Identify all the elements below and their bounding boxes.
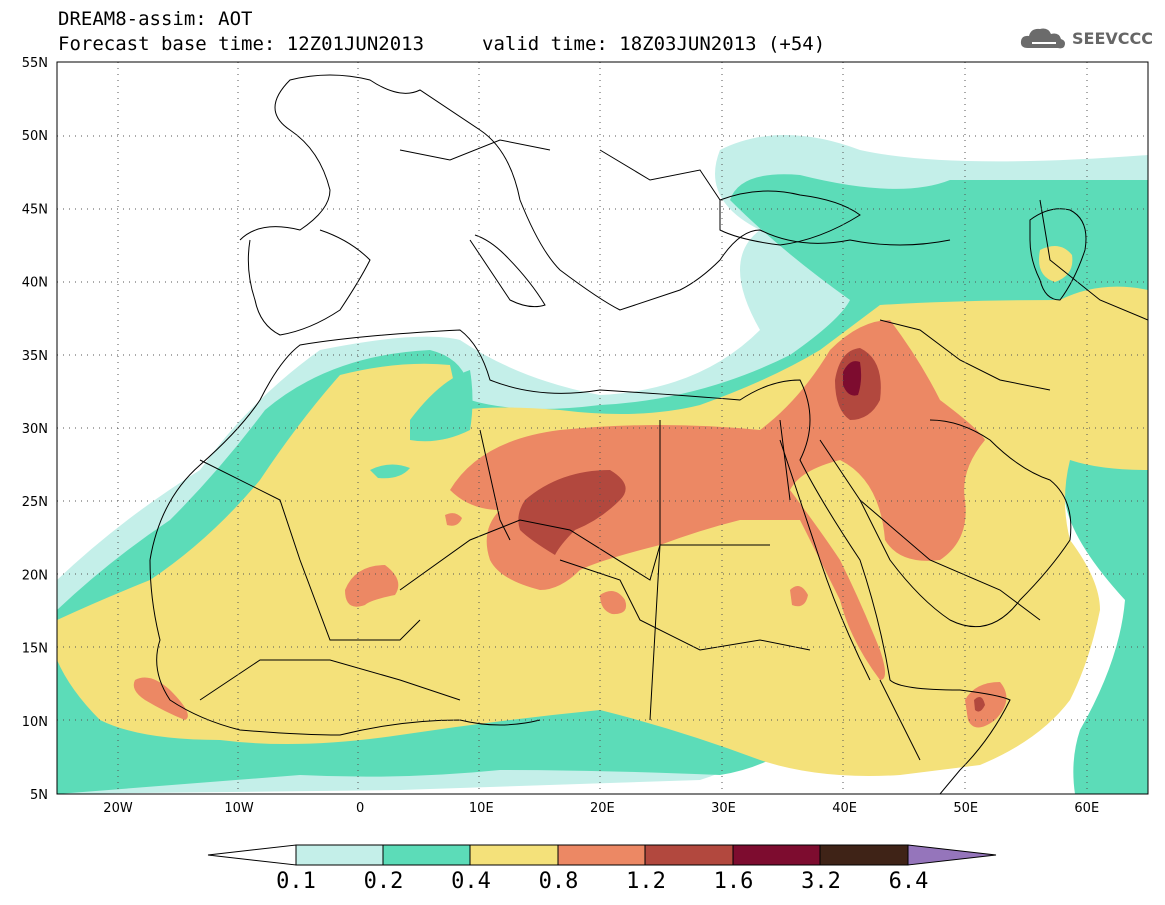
colorbar-segment xyxy=(557,844,646,866)
caspian xyxy=(1029,208,1087,301)
arabia-coast xyxy=(819,419,1072,628)
iberia-coast xyxy=(247,229,371,336)
forecast-base-time: Forecast base time: 12Z01JUN2013 xyxy=(58,33,425,55)
border-5 xyxy=(779,419,791,501)
lon-label: 20E xyxy=(590,801,615,816)
aot-patch-0.2-sahara xyxy=(370,464,410,479)
colorbar xyxy=(207,844,997,866)
lon-label: 50E xyxy=(953,801,978,816)
map-frame xyxy=(56,61,1149,795)
colorbar-label: 0.4 xyxy=(451,869,491,894)
lon-label: 20W xyxy=(103,801,133,816)
aot-patch-0.8-westafrica xyxy=(133,677,188,720)
border-3 xyxy=(479,429,511,541)
italy-coast xyxy=(469,234,546,308)
coastlines xyxy=(149,74,1148,794)
longitude-labels: 20W 10W 0 10E 20E 30E 40E 50E 60E xyxy=(103,801,1099,816)
valid-time: valid time: 18Z03JUN2013 (+54) xyxy=(482,33,826,55)
redsea-coast xyxy=(779,439,871,681)
lat-label: 40N xyxy=(22,276,48,291)
lat-label: 50N xyxy=(22,129,48,144)
colorbar-label: 6.4 xyxy=(888,869,929,894)
colorbar-label: 0.1 xyxy=(276,869,316,894)
colorbar-segment xyxy=(382,844,471,866)
colorbar-under-triangle xyxy=(207,844,297,866)
colorbar-segment xyxy=(819,844,909,866)
lon-label: 30E xyxy=(711,801,736,816)
border-9 xyxy=(199,659,461,701)
aot-patch-0.8-algeria xyxy=(445,513,462,526)
border-4 xyxy=(649,420,661,721)
colorbar-segment xyxy=(295,844,384,866)
europe-coast xyxy=(239,74,951,311)
border-12 xyxy=(599,149,721,201)
aot-patch-0.8-somalia xyxy=(965,682,1007,728)
colorbar-label: 0.2 xyxy=(363,869,404,894)
blacksea xyxy=(719,190,861,246)
lat-label: 15N xyxy=(22,642,48,657)
aot-patch-1.2-yemen xyxy=(974,696,985,712)
latitude-labels: 55N 50N 45N 40N 35N 30N 25N 20N 15N 10N 5N xyxy=(22,56,48,803)
lat-label: 25N xyxy=(22,495,48,510)
border-10 xyxy=(879,679,921,761)
border-6 xyxy=(879,319,1051,391)
colorbar-segment xyxy=(732,844,821,866)
colorbar-label: 3.2 xyxy=(801,869,841,894)
aot-patch-0.2-algeria xyxy=(410,370,473,442)
lat-label: 20N xyxy=(22,568,48,583)
aot-contour-1.2 xyxy=(518,470,626,555)
colorbar-label: 1.6 xyxy=(713,869,754,894)
graticule xyxy=(57,62,1148,794)
aot-contour-1.6 xyxy=(843,361,862,396)
lat-label: 55N xyxy=(22,56,48,71)
logo-text: SEEVCCC xyxy=(1072,28,1153,48)
colorbar-over-triangle xyxy=(907,844,997,866)
lon-label: 0 xyxy=(356,801,364,816)
colorbar-segment xyxy=(469,844,559,866)
seevccc-logo: SEEVCCC xyxy=(1018,24,1153,52)
aot-patch-0.8-sahara-east xyxy=(600,591,627,615)
lat-label: 10N xyxy=(22,715,48,730)
lat-label: 35N xyxy=(22,349,48,364)
lon-label: 10W xyxy=(224,801,254,816)
border-11 xyxy=(1039,199,1148,321)
colorbar-label: 0.8 xyxy=(538,869,579,894)
lon-label: 40E xyxy=(832,801,857,816)
lon-label: 10E xyxy=(469,801,494,816)
map-title: DREAM8-assim: AOT xyxy=(58,8,253,30)
aot-patch-0.8-sudan xyxy=(790,586,808,607)
lat-label: 30N xyxy=(22,422,48,437)
africa-coast xyxy=(149,329,1011,794)
aot-field xyxy=(57,135,1148,794)
cloud-icon xyxy=(1020,28,1065,49)
border-7 xyxy=(859,499,1041,621)
border-1 xyxy=(199,459,421,641)
colorbar-label: 1.2 xyxy=(626,869,666,894)
border-8 xyxy=(559,559,811,651)
lat-label: 45N xyxy=(22,202,48,217)
lon-label: 60E xyxy=(1074,801,1099,816)
colorbar-segment xyxy=(644,844,734,866)
border-13 xyxy=(399,139,551,161)
lat-label: 5N xyxy=(30,788,48,803)
